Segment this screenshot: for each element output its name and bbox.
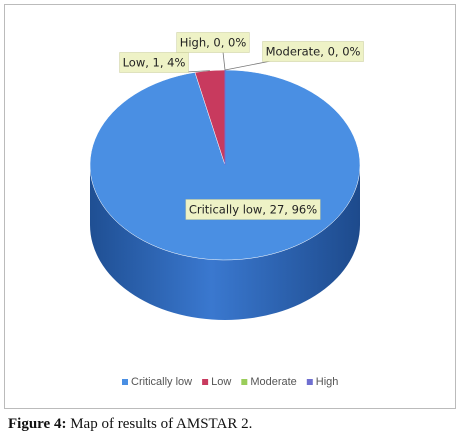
legend-swatch — [306, 379, 313, 385]
data-label: High, 0, 0% — [180, 36, 247, 50]
data-label-group: Low, 1, 4% — [119, 52, 210, 73]
chart: Critically low, 27, 96% Low, 1, 4% Moderat… — [89, 32, 364, 388]
data-label-bg — [176, 32, 250, 53]
leader-line — [224, 60, 272, 71]
caption-text: Map of results of AMSTAR 2. — [70, 416, 253, 432]
pie-side — [90, 165, 360, 320]
data-label: Critically low, 27, 96% — [189, 203, 317, 217]
data-label-bg — [119, 52, 189, 73]
data-label: Low, 1, 4% — [123, 56, 186, 70]
data-label-group: Critically low, 27, 96% — [185, 199, 321, 220]
data-label-group: Moderate, 0, 0% — [224, 41, 364, 71]
data-label-bg — [262, 41, 364, 62]
legend-swatch — [122, 379, 128, 385]
data-label-bg — [185, 199, 321, 220]
leader-line — [222, 51, 226, 71]
leader-line — [185, 70, 210, 73]
legend-label: Moderate — [250, 376, 296, 388]
figure-frame — [4, 4, 456, 409]
legend-swatch — [202, 379, 209, 385]
caption-label: Figure 4: — [8, 416, 67, 432]
caption: Figure 4: Map of results of AMSTAR 2. — [8, 416, 252, 433]
legend-label: Critically low — [131, 376, 192, 388]
data-label: Moderate, 0, 0% — [266, 45, 361, 59]
legend-label: High — [316, 376, 339, 388]
data-label-group: High, 0, 0% — [176, 32, 250, 71]
legend-label: Low — [211, 376, 231, 388]
legend-swatch — [241, 379, 248, 385]
